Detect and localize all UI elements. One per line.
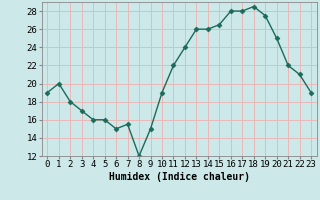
X-axis label: Humidex (Indice chaleur): Humidex (Indice chaleur) [109,172,250,182]
